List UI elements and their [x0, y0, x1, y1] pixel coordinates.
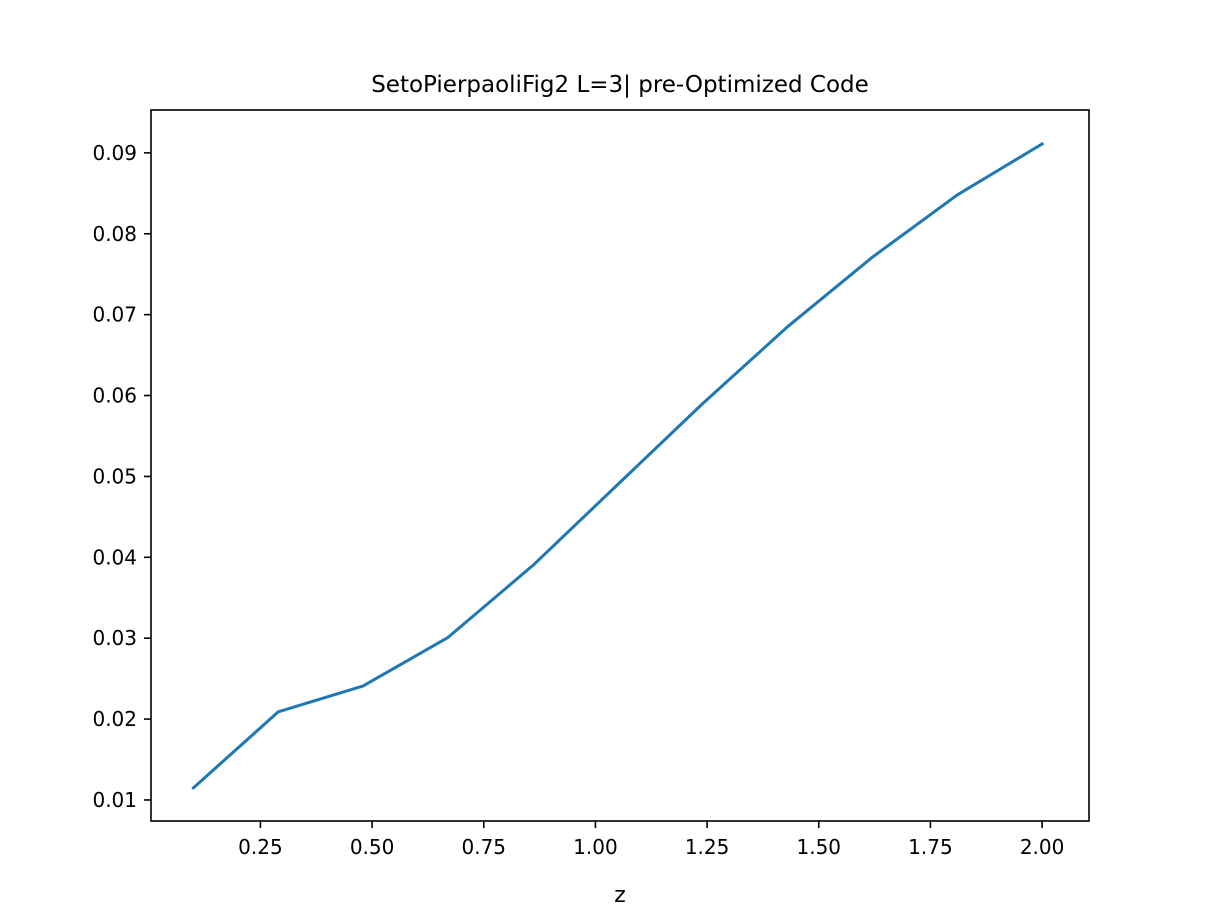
x-tick-label: 0.50 — [350, 835, 395, 859]
x-tick-label: 2.00 — [1020, 835, 1065, 859]
y-tick-label: 0.09 — [92, 141, 137, 165]
plot-frame — [150, 109, 1090, 822]
x-tick-label: 1.00 — [573, 835, 618, 859]
y-tick-label: 0.06 — [92, 384, 137, 408]
y-tick-label: 0.01 — [92, 788, 137, 812]
series-layer — [191, 141, 1045, 790]
x-axis-label: z — [614, 883, 626, 908]
y-tick-label: 0.02 — [92, 707, 137, 731]
x-tick-label: 1.75 — [908, 835, 953, 859]
chart-title: SetoPierpaoliFig2 L=3| pre-Optimized Cod… — [371, 72, 869, 98]
y-tick-label: 0.05 — [92, 464, 137, 488]
y-tick-label: 0.04 — [92, 545, 137, 569]
y-axis-ticks: 0.01 0.02 0.03 0.04 0.05 0.06 0.07 0.08 0.09 — [92, 141, 151, 812]
y-tick-label: 0.07 — [92, 303, 137, 327]
y-tick-label: 0.03 — [92, 626, 137, 650]
y-tick-label: 0.08 — [92, 222, 137, 246]
x-tick-label: 1.25 — [685, 835, 730, 859]
x-tick-label: 0.75 — [462, 835, 507, 859]
plot-background — [151, 110, 1089, 821]
x-axis-ticks: 0.25 0.50 0.75 1.00 1.25 1.50 1.75 2.00 — [238, 821, 1064, 859]
plot-area — [151, 110, 1089, 821]
x-tick-label: 0.25 — [238, 835, 283, 859]
series-line — [191, 141, 1045, 790]
x-tick-label: 1.50 — [797, 835, 842, 859]
